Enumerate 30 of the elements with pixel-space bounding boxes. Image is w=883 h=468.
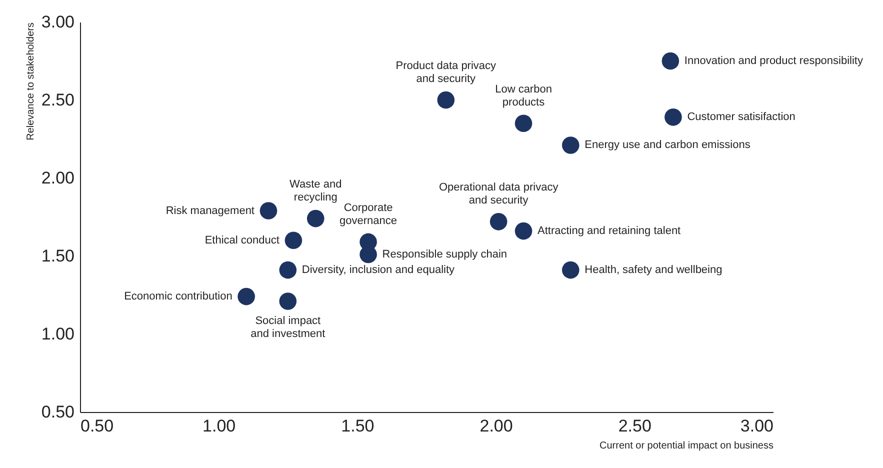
annotation: Corporate governance	[340, 202, 398, 227]
annotation: Energy use and carbon emissions	[584, 139, 751, 152]
y-tick-label: 0.50	[41, 402, 74, 422]
annotation: Low carbon products	[495, 83, 552, 108]
y-tick-label: 2.50	[41, 90, 74, 110]
x-tick-label: 2.00	[480, 416, 513, 436]
annotation: Attracting and retaining talent	[538, 225, 681, 238]
annotation: Diversity, inclusion and equality	[302, 264, 456, 276]
y-tick-label: 1.00	[41, 324, 74, 344]
x-tick-label: 3.00	[740, 416, 774, 436]
annotation: Economic contribution	[124, 290, 232, 303]
annotation: Ethical conduct	[204, 234, 280, 246]
annotation: Responsible supply chain	[382, 248, 508, 260]
x-axis-title: Current or potential impact on business	[600, 440, 774, 452]
annotation: Product data privacy and security	[396, 60, 497, 85]
annotation: Innovation and product responsibility	[684, 55, 864, 67]
x-tick-label: 1.50	[341, 416, 374, 436]
annotation: Health, safety and wellbeing	[584, 264, 722, 276]
x-tick-label: 1.00	[202, 416, 236, 436]
annotation: Waste and recycling	[290, 178, 342, 204]
y-tick-label: 1.50	[41, 246, 74, 266]
y-axis-title: Relevance to stakeholders	[25, 22, 36, 140]
annotation: Customer satisifaction	[687, 111, 796, 124]
annotation: Risk management	[166, 204, 254, 217]
y-tick-label: 2.00	[41, 168, 74, 188]
y-tick-label: 3.00	[41, 12, 74, 32]
annotation: Operational data privacy and security	[438, 182, 559, 207]
annotation: Social impact and investment	[250, 315, 326, 340]
x-tick-label: 0.50	[80, 416, 114, 436]
x-tick-label: 2.50	[618, 416, 652, 436]
